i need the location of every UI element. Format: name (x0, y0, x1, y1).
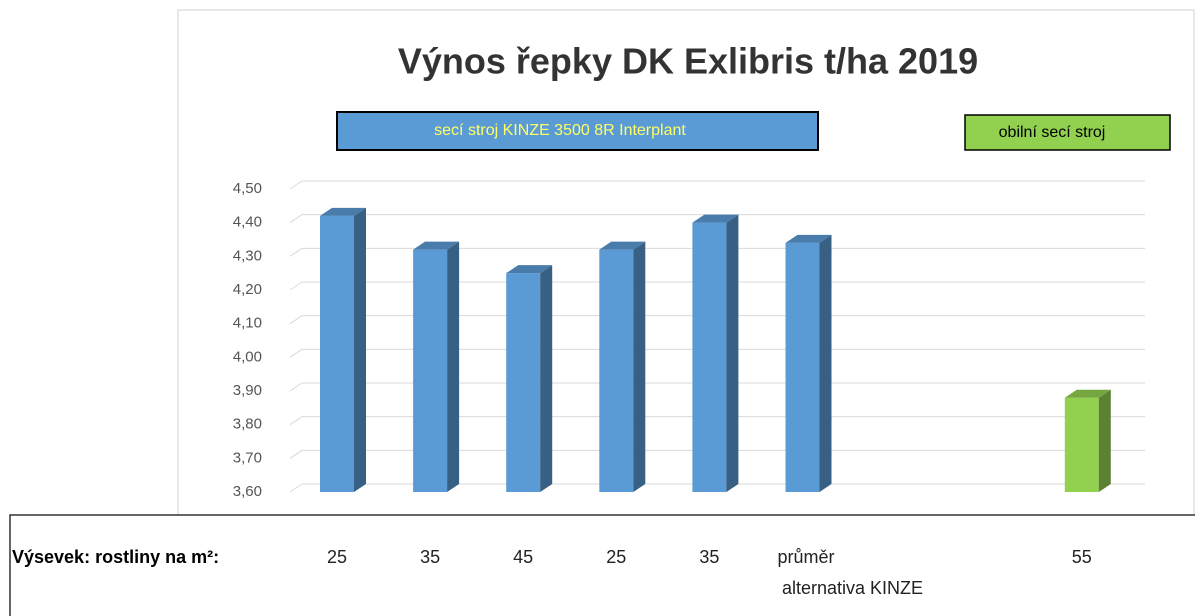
grid-line-depth (289, 416, 303, 426)
legend-box (964, 114, 1171, 151)
y-tick-label: 4,40 (233, 214, 262, 231)
grid-line-depth (289, 180, 303, 190)
bar-face (540, 265, 553, 492)
grid-line-depth (289, 214, 303, 224)
bar-face (819, 234, 832, 492)
x-axis-label: Výsevek: rostliny na m²: (12, 547, 219, 567)
bar (506, 265, 553, 492)
x-tick-label: 35 (699, 547, 719, 567)
grid-line-depth (289, 382, 303, 392)
bar (1064, 389, 1111, 492)
y-tick-label: 3,70 (233, 449, 262, 466)
grid-line-depth (289, 247, 303, 257)
bar-face (785, 234, 832, 243)
x-tick-label: 25 (606, 547, 626, 567)
bar (692, 214, 739, 492)
bar-face (320, 207, 366, 216)
bar-face (413, 241, 460, 250)
grid-line-depth (289, 281, 303, 291)
bar-face (785, 242, 820, 492)
bar (413, 241, 460, 492)
legend-label: obilní secí stroj (999, 124, 1106, 141)
y-tick-label: 3,90 (233, 382, 262, 399)
bar-face (447, 241, 460, 492)
bar (320, 207, 366, 492)
grid-line-depth (289, 483, 303, 493)
y-tick-label: 4,20 (233, 281, 262, 298)
x-tick-label: průměr (778, 547, 835, 567)
bar (785, 234, 832, 492)
bar-face (726, 214, 739, 492)
y-tick-label: 3,60 (233, 483, 262, 500)
bar-face (599, 241, 646, 250)
legend-label: secí stroj KINZE 3500 8R Interplant (434, 122, 686, 139)
bar (599, 241, 646, 492)
y-tick-label: 4,10 (233, 315, 262, 332)
bar-face (354, 207, 366, 492)
bar-face (633, 241, 646, 492)
y-tick-label: 4,30 (233, 247, 262, 264)
bar-face (413, 249, 448, 492)
category-table (9, 514, 1195, 616)
bar-face (1064, 389, 1111, 398)
grid-line-depth (289, 315, 303, 325)
bar-face (506, 273, 541, 492)
x-tick-label: 25 (327, 547, 347, 567)
grid-line-depth (289, 449, 303, 459)
bar-face (692, 222, 727, 492)
x-tick-label: 55 (1072, 547, 1092, 567)
grid-line-depth (289, 348, 303, 358)
bar-face (599, 249, 634, 492)
bar-face (692, 214, 739, 223)
bar-face (1098, 389, 1111, 492)
bar-face (506, 265, 553, 274)
x-tick-label: 35 (420, 547, 440, 567)
y-tick-label: 4,50 (233, 180, 262, 197)
bar-face (1064, 397, 1099, 492)
chart-title: Výnos řepky DK Exlibris t/ha 2019 (398, 41, 978, 82)
y-tick-label: 4,00 (233, 348, 262, 365)
x-tick-label: alternativa KINZE (782, 578, 923, 598)
bar-face (320, 215, 354, 492)
legend-box (336, 111, 819, 151)
y-tick-label: 3,80 (233, 416, 262, 433)
x-tick-label: 45 (513, 547, 533, 567)
